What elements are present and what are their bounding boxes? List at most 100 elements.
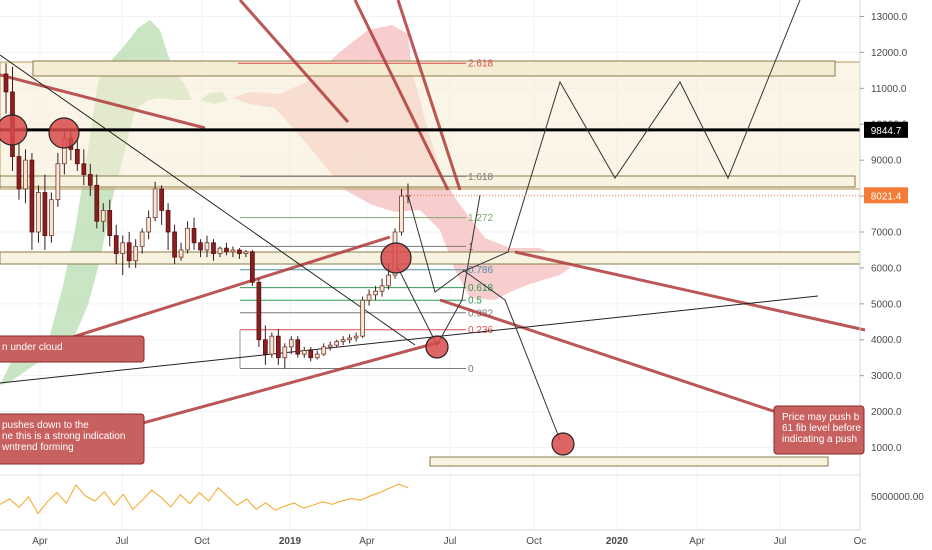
candle xyxy=(314,350,320,360)
resistance-price-text: 9844.7 xyxy=(871,126,902,137)
candle xyxy=(81,149,87,186)
fib-level-label: 0.5 xyxy=(468,296,482,307)
annotation-note: n under cloud xyxy=(0,335,145,363)
trendline-red xyxy=(0,73,206,130)
candle xyxy=(211,239,216,261)
x-tick-label: Jul xyxy=(444,536,457,547)
trendline-black-up xyxy=(0,295,819,384)
candle xyxy=(243,249,249,258)
marker-circle xyxy=(380,242,412,274)
candle xyxy=(366,289,372,306)
y-tick-label: 5000.0 xyxy=(871,299,902,310)
candle xyxy=(42,174,48,250)
y-tick-label: 4000.0 xyxy=(871,335,902,346)
trendline-black-down xyxy=(0,54,416,346)
candle-body xyxy=(288,339,294,348)
candle xyxy=(263,325,268,365)
oscillator-line xyxy=(0,483,409,515)
candle xyxy=(353,332,359,342)
projection-path-bear xyxy=(462,269,561,441)
candle xyxy=(113,224,119,265)
candle xyxy=(159,185,164,225)
candle-body xyxy=(237,249,242,254)
candle-body xyxy=(81,163,87,175)
candle-body xyxy=(113,235,119,254)
last-price-tag xyxy=(864,187,908,204)
candle-body xyxy=(275,335,281,359)
y-tick-label: 2000.0 xyxy=(871,407,902,418)
upper-target-band xyxy=(32,60,836,77)
candle-body xyxy=(250,251,255,283)
candle-body xyxy=(74,148,80,165)
y-tick-label: 1000.0 xyxy=(871,443,902,454)
candle xyxy=(288,336,294,355)
candle xyxy=(295,336,301,358)
candle-body xyxy=(152,188,158,219)
candle-body xyxy=(107,210,113,236)
annotation-box xyxy=(0,335,145,363)
candle xyxy=(230,246,236,258)
candle xyxy=(301,346,307,358)
candle xyxy=(282,343,288,369)
candle xyxy=(327,341,333,351)
candle xyxy=(3,63,9,114)
annotation-note: Price may push b61 fib level beforeindic… xyxy=(773,405,865,455)
marker-circle xyxy=(551,432,575,456)
annotation-text: n under cloud xyxy=(2,342,63,353)
candle xyxy=(321,343,327,356)
candle xyxy=(373,285,378,301)
annotation-box xyxy=(773,405,865,455)
x-tick-label: Apr xyxy=(32,536,48,547)
candle xyxy=(16,142,22,200)
candle-body xyxy=(347,337,352,341)
candle-body xyxy=(16,156,22,190)
candle-body xyxy=(49,199,54,236)
candle xyxy=(23,149,28,204)
annotation-box xyxy=(0,413,145,465)
candle-body xyxy=(87,174,93,186)
candle-body xyxy=(3,73,9,93)
candle xyxy=(360,296,365,338)
candle xyxy=(126,231,132,268)
y-tick-label: 9000.0 xyxy=(871,156,902,167)
y-tick-label: 13000.0 xyxy=(871,12,908,23)
fib-level-label: 1.618 xyxy=(468,172,493,183)
candle xyxy=(133,239,139,268)
candle xyxy=(165,203,171,250)
candle xyxy=(146,210,151,240)
candle xyxy=(224,242,229,256)
candle xyxy=(334,339,340,347)
candle-body xyxy=(165,210,171,233)
trendline-red xyxy=(238,0,350,123)
x-tick-label: Oct xyxy=(194,536,210,547)
candle xyxy=(120,235,126,276)
candle xyxy=(74,138,80,171)
trendline-red xyxy=(396,0,462,191)
candle xyxy=(204,235,210,258)
candle-body xyxy=(23,159,28,190)
annotation-text: pushes down to the xyxy=(2,420,89,431)
last-price-text: 8021.4 xyxy=(871,191,902,202)
candle xyxy=(237,248,242,259)
y-tick-label: 11000.0 xyxy=(871,84,907,95)
trendline-red xyxy=(353,0,450,191)
marker-circle xyxy=(425,335,449,359)
candle-body xyxy=(42,192,48,236)
candle-body xyxy=(308,350,314,359)
candle xyxy=(49,192,54,243)
candle-body xyxy=(243,251,249,254)
candle-body xyxy=(204,242,210,251)
candle-body xyxy=(172,231,177,258)
candle xyxy=(347,334,352,344)
resistance-price-tag xyxy=(864,121,908,138)
candle-body xyxy=(55,163,61,201)
candle-body xyxy=(133,245,139,262)
candle-body xyxy=(301,350,307,355)
candle xyxy=(87,163,93,197)
candle-body xyxy=(353,335,359,339)
candle-body xyxy=(340,339,346,342)
candle-body xyxy=(230,249,236,253)
candle-body xyxy=(139,231,145,247)
